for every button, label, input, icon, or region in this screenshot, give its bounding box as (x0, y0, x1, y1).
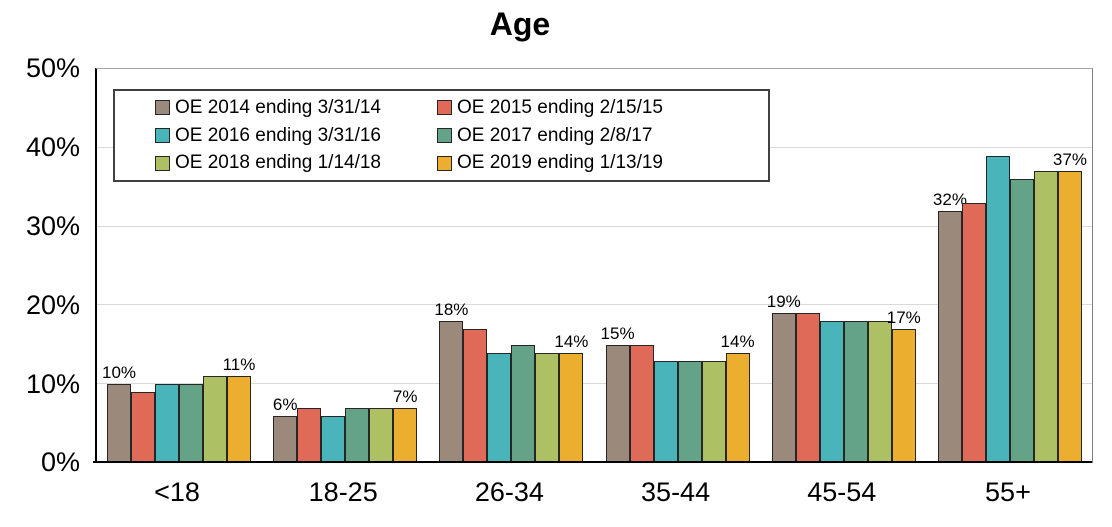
x-category-label-55+: 55+ (985, 477, 1031, 507)
data-label: 32% (932, 190, 967, 209)
bar-series3-45-54 (819, 321, 844, 463)
bar-series1-<18: 10% (102, 363, 136, 463)
x-category-label-35-44: 35-44 (641, 477, 711, 507)
bar-series5-55+ (1033, 171, 1058, 463)
bar-series2-45-54 (795, 313, 820, 463)
bar-series1-35-44: 15% (601, 324, 635, 463)
legend-label: OE 2016 ending 3/31/16 (175, 124, 382, 146)
bar-group-<18: 10% 11% (102, 355, 255, 463)
legend-swatch-icon (437, 155, 452, 171)
plot-area: 10% 11% 6% 7% 18% 14% 15% 14% 19% 17% 32% 37% (95, 68, 1093, 463)
data-label: 14% (720, 332, 755, 351)
bar-series4-26-34 (511, 345, 536, 463)
bar-series3-<18 (155, 384, 179, 463)
legend-swatch-icon (437, 100, 452, 116)
data-label: 10% (101, 363, 137, 382)
gridline-30pct (97, 225, 1092, 227)
y-tick-label: 20% (25, 290, 80, 320)
data-label: 15% (600, 324, 635, 343)
legend-label: OE 2019 ending 1/13/19 (457, 152, 664, 174)
x-axis-category-labels: <18 18-25 26-34 35-44 45-54 55+ (95, 477, 1090, 508)
gridline-20pct (97, 304, 1092, 306)
y-tick-label: 40% (25, 132, 80, 162)
legend-swatch-icon (155, 155, 170, 171)
bar-series4-18-25 (345, 408, 370, 463)
legend-swatch-icon (155, 128, 170, 143)
bar-series6-<18: 11% (223, 355, 255, 463)
bar-group-18-25: 6% 7% (272, 387, 418, 463)
bar-series5-45-54 (867, 321, 892, 463)
legend-label: OE 2018 ending 1/14/18 (175, 152, 382, 174)
data-label: 7% (392, 387, 418, 406)
bar-group-45-54: 19% 17% (767, 292, 921, 463)
data-label: 18% (434, 300, 469, 319)
chart-title: Age (489, 6, 551, 42)
bar-series2-55+ (961, 203, 986, 463)
legend-item-2019: OE 2019 ending 1/13/19 (437, 152, 768, 174)
bar-series6-35-44: 14% (721, 332, 755, 463)
legend-label: OE 2015 ending 2/15/15 (457, 96, 664, 118)
data-label: 17% (886, 308, 921, 327)
x-axis-line (93, 461, 1092, 463)
bar-series3-18-25 (321, 416, 346, 463)
bar-series6-26-34: 14% (554, 332, 588, 463)
bar-series4-<18 (179, 384, 203, 463)
legend-label: OE 2017 ending 2/8/17 (457, 124, 653, 146)
bar-series4-45-54 (843, 321, 868, 463)
gridline-10pct (97, 383, 1092, 385)
y-tick-label: 50% (25, 53, 80, 83)
bar-series5-18-25 (369, 408, 394, 463)
bars-row: 10% 11% 6% 7% 18% 14% 15% 14% 19% 17% 32% 37% (97, 69, 1092, 463)
x-category-label-45-54: 45-54 (807, 477, 877, 507)
bar-series1-45-54: 19% (767, 292, 801, 463)
bar-series4-35-44 (677, 361, 702, 463)
data-label: 11% (222, 355, 256, 374)
bar-series1-18-25: 6% (273, 395, 297, 463)
bar-series1-55+: 32% (933, 190, 967, 463)
bar-series2-26-34 (463, 329, 488, 463)
bar-series5-<18 (203, 376, 227, 463)
legend-item-2015: OE 2015 ending 2/15/15 (437, 97, 768, 119)
data-label: 19% (766, 292, 801, 311)
x-category-label-26-34: 26-34 (474, 477, 544, 507)
bar-series6-18-25: 7% (393, 387, 417, 463)
legend-item-2017: OE 2017 ending 2/8/17 (437, 125, 768, 147)
legend-label: OE 2014 ending 3/31/14 (175, 96, 382, 118)
bar-series3-26-34 (487, 353, 512, 463)
bar-series2-18-25 (297, 408, 322, 463)
bar-group-26-34: 18% 14% (434, 300, 588, 463)
x-category-label-18-25: 18-25 (308, 477, 378, 507)
x-category-label-<18: <18 (154, 477, 200, 507)
bar-series5-35-44 (701, 361, 726, 463)
legend-item-2014: OE 2014 ending 3/31/14 (155, 97, 437, 119)
y-tick-label: 30% (25, 211, 80, 241)
y-tick-label: 0% (40, 447, 80, 477)
y-tick-label: 10% (25, 369, 80, 399)
legend-item-2018: OE 2018 ending 1/14/18 (155, 152, 437, 174)
data-label: 6% (272, 395, 298, 414)
legend-item-2016: OE 2016 ending 3/31/16 (155, 125, 437, 147)
bar-series6-55+: 37% (1053, 150, 1087, 463)
bar-series6-45-54: 17% (887, 308, 921, 463)
bar-series3-35-44 (653, 361, 678, 463)
legend-swatch-icon (155, 100, 170, 116)
legend: OE 2014 ending 3/31/14 OE 2015 ending 2/1… (113, 89, 770, 182)
bar-series5-26-34 (535, 353, 560, 463)
bar-series2-<18 (131, 392, 155, 463)
bar-series3-55+ (985, 156, 1010, 463)
bar-series4-55+ (1009, 179, 1034, 463)
bar-group-35-44: 15% 14% (601, 324, 755, 463)
bar-series1-26-34: 18% (434, 300, 468, 463)
legend-swatch-icon (437, 128, 452, 143)
data-label: 14% (554, 332, 589, 351)
bar-series2-35-44 (629, 345, 654, 463)
bar-group-55+: 32% 37% (933, 150, 1087, 463)
data-label: 37% (1052, 150, 1087, 169)
